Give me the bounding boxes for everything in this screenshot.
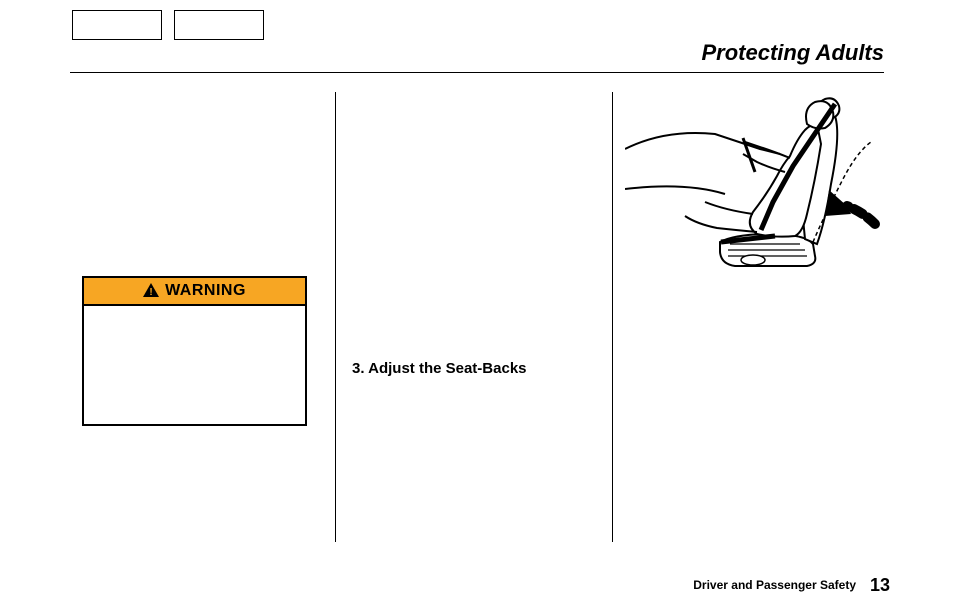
adjust-arrow-icon xyxy=(825,190,875,224)
seat-adjust-illustration xyxy=(625,94,885,289)
svg-text:!: ! xyxy=(149,287,152,297)
page-number: 13 xyxy=(870,575,890,596)
warning-box: ! WARNING xyxy=(82,276,307,426)
nav-box-2[interactable] xyxy=(174,10,264,40)
column-divider-1 xyxy=(335,92,336,542)
step-heading: 3. Adjust the Seat-Backs xyxy=(352,360,527,377)
warning-triangle-icon: ! xyxy=(143,283,159,300)
page-title: Protecting Adults xyxy=(701,40,884,66)
top-nav-boxes xyxy=(72,10,264,40)
nav-box-1[interactable] xyxy=(72,10,162,40)
warning-label: WARNING xyxy=(165,282,246,300)
column-divider-2 xyxy=(612,92,613,542)
footer-section: Driver and Passenger Safety xyxy=(693,578,856,592)
warning-body xyxy=(84,306,305,424)
header-rule xyxy=(70,72,884,73)
warning-header: ! WARNING xyxy=(84,278,305,306)
